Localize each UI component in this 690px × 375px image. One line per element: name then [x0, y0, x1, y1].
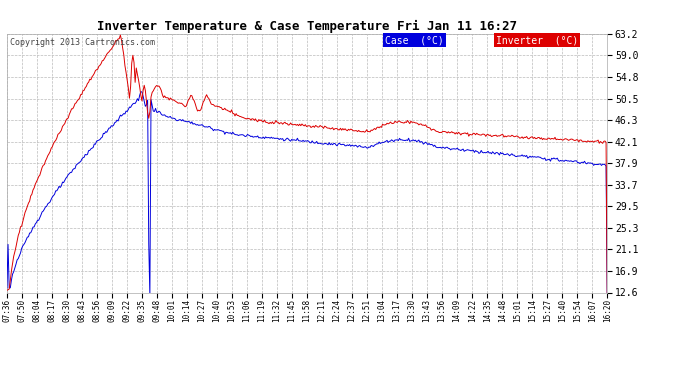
Text: Inverter  (°C): Inverter (°C): [496, 35, 578, 45]
Text: Case  (°C): Case (°C): [385, 35, 444, 45]
Text: Copyright 2013 Cartronics.com: Copyright 2013 Cartronics.com: [10, 38, 155, 46]
Title: Inverter Temperature & Case Temperature Fri Jan 11 16:27: Inverter Temperature & Case Temperature …: [97, 20, 517, 33]
